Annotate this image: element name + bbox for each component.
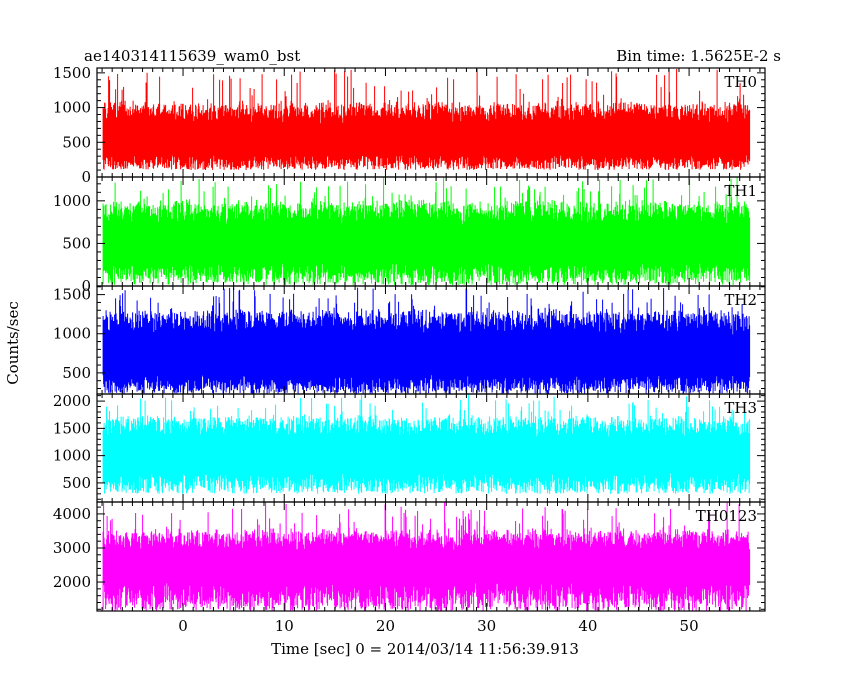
y-tick-label: 1000 [53, 192, 91, 210]
y-tick-label: 1000 [53, 447, 91, 465]
panel-frame-th0123 [96, 501, 766, 612]
series-label-th1: TH1 [724, 182, 757, 200]
series-label-th3: TH3 [724, 399, 757, 417]
series-label-th2: TH2 [724, 291, 757, 309]
y-tick-label: 1500 [53, 419, 91, 437]
y-tick-label: 500 [62, 133, 91, 151]
series-trace-th0 [102, 68, 751, 170]
y-tick-label: 1000 [53, 325, 91, 343]
x-tick-label: 40 [578, 617, 597, 635]
y-tick-label: 4000 [53, 505, 91, 523]
y-tick-label: 2000 [53, 573, 91, 591]
panel-th0123: 2000 3000 4000 TH0123 0 10 20 30 40 50 [53, 501, 766, 635]
y-axis-label: Counts/sec [4, 301, 22, 385]
series-trace-th3 [102, 394, 751, 494]
x-axis-label: Time [sec] 0 = 2014/03/14 11:56:39.913 [271, 640, 579, 658]
x-tick-label: 10 [275, 617, 294, 635]
x-tick-label: 50 [680, 617, 699, 635]
y-tick-label: 0 [81, 168, 91, 186]
y-tick-label: 3000 [53, 539, 91, 557]
panel-th2: 500 1000 1500 TH2 [53, 285, 766, 395]
series-trace-th0123 [102, 502, 751, 611]
y-tick-label: 1500 [53, 286, 91, 304]
y-tick-label: 500 [62, 234, 91, 252]
x-tick-label: 30 [477, 617, 496, 635]
y-tick-label: 500 [62, 474, 91, 492]
y-tick-label: 1500 [53, 64, 91, 82]
series-label-th0: TH0 [724, 73, 757, 91]
y-tick-label: 0 [81, 277, 91, 295]
x-tick-label: 20 [376, 617, 395, 635]
y-tick-label: 500 [62, 364, 91, 382]
chart-title: ae140314115639_wam0_bst [84, 47, 300, 65]
series-trace-th1 [102, 177, 751, 286]
panel-th3: 500 1000 1500 2000 TH3 [53, 392, 766, 503]
x-tick-label: 0 [178, 617, 188, 635]
panel-th0: 0 500 1000 1500 TH0 [53, 64, 766, 186]
y-tick-label: 1000 [53, 99, 91, 117]
series-trace-th2 [102, 287, 751, 394]
panel-th1: 0 500 1000 TH1 [53, 176, 766, 295]
y-tick-label: 2000 [53, 392, 91, 410]
chart-subtitle: Bin time: 1.5625E-2 s [616, 47, 781, 65]
series-label-th0123: TH0123 [696, 507, 757, 525]
